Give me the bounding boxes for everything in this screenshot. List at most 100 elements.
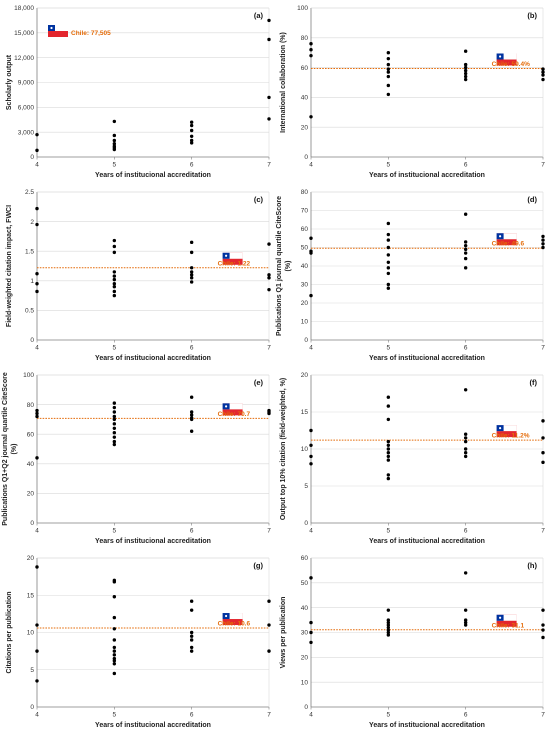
y-tick-label: 40: [301, 605, 309, 612]
data-point: [112, 293, 117, 298]
flag-white-band: [496, 233, 517, 240]
data-point: [386, 221, 391, 226]
data-point: [309, 293, 313, 298]
y-tick-label: 80: [27, 402, 35, 409]
data-point: [112, 250, 117, 255]
x-tick-label: 5: [387, 712, 391, 719]
y-axis-label: Publications Q1 journal quartile CiteSco…: [276, 196, 292, 336]
y-tick-label: 0: [30, 704, 34, 711]
data-point: [386, 623, 391, 627]
chile-flag-icon: [496, 425, 517, 438]
chart-panel-c: 0 0.5 1 1.5 2 2.5 4 5 6 7 Years of institucional a…: [6, 189, 271, 362]
data-point: [112, 627, 117, 631]
chart-panel-g: 0 5 10 15 20 4 5 6 7 Years of institucional accre…: [6, 555, 271, 729]
x-tick-label: 4: [35, 528, 39, 535]
x-tick-label: 6: [190, 345, 194, 352]
data-point: [541, 238, 545, 242]
x-tick-label: 6: [190, 528, 194, 535]
y-axis-label: International collaboration (%): [280, 32, 287, 133]
data-point: [463, 432, 468, 436]
y-axis-label: Views per publication: [280, 597, 287, 669]
data-point: [189, 413, 194, 417]
data-point: [267, 95, 271, 100]
flag-star: [499, 616, 502, 619]
data-point: [463, 256, 468, 261]
data-point: [267, 599, 271, 603]
y-tick-label: 15: [27, 592, 35, 599]
x-axis-label: Years of institucional accreditation: [369, 355, 485, 362]
data-point: [35, 679, 39, 683]
data-point: [463, 623, 468, 627]
data-point: [463, 65, 468, 70]
y-tick-label: 0: [304, 520, 308, 527]
data-point: [189, 128, 194, 133]
data-point: [386, 232, 391, 237]
data-point: [463, 212, 468, 216]
y-tick-label: 18,000: [14, 5, 34, 12]
x-tick-label: 7: [541, 528, 545, 535]
y-tick-label: 9,000: [18, 80, 35, 87]
data-point: [35, 289, 39, 294]
data-point: [189, 630, 194, 635]
data-point: [112, 238, 117, 243]
y-tick-label: 10: [27, 630, 35, 637]
data-point: [463, 439, 468, 444]
data-point: [112, 119, 117, 124]
y-tick-label: 40: [301, 263, 309, 270]
y-tick-label: 20: [301, 124, 309, 131]
y-tick-label: 60: [301, 226, 309, 233]
data-point: [112, 410, 117, 414]
data-point: [35, 456, 39, 460]
chart-panel-b: 0 20 40 60 80 100 4 5 6 7 Years of institucional a…: [280, 5, 545, 179]
y-tick-label: 20: [27, 491, 35, 498]
data-point: [309, 48, 313, 52]
flag-star: [225, 614, 228, 618]
data-point: [463, 451, 468, 455]
chart-panel-d: 0 10 20 30 40 50 60 70 80 4 5 6 7 Years of institucio…: [276, 189, 545, 362]
data-point: [112, 662, 117, 666]
y-tick-label: 5: [30, 667, 34, 674]
data-point: [189, 429, 194, 433]
data-point: [112, 414, 117, 419]
data-point: [112, 401, 117, 405]
data-point: [267, 623, 271, 627]
data-point: [386, 286, 391, 290]
data-point: [309, 428, 313, 433]
data-point: [112, 277, 117, 282]
data-point: [309, 115, 313, 119]
flag-star: [499, 427, 502, 430]
data-point: [112, 435, 117, 439]
data-point: [189, 599, 194, 603]
data-point: [189, 123, 194, 128]
flag-white-band: [222, 252, 243, 259]
data-point: [35, 206, 39, 211]
y-tick-label: 2.5: [25, 189, 34, 196]
data-point: [35, 649, 39, 653]
flag-white-band: [496, 614, 517, 621]
x-axis-label: Years of institucional accreditation: [95, 538, 211, 545]
data-point: [309, 462, 313, 466]
panel-label: (d): [527, 195, 537, 204]
data-point: [112, 133, 117, 138]
data-point: [189, 395, 194, 399]
data-point: [463, 74, 468, 79]
data-point: [463, 243, 468, 248]
data-point: [386, 70, 391, 74]
data-point: [386, 417, 391, 422]
data-point: [112, 147, 117, 152]
data-point: [189, 417, 194, 422]
data-point: [112, 289, 117, 294]
data-point: [189, 134, 194, 139]
data-point: [541, 242, 545, 246]
y-tick-label: 3,000: [18, 129, 35, 136]
y-tick-label: 1.5: [25, 248, 34, 255]
data-point: [112, 659, 117, 663]
y-tick-label: 10: [301, 679, 309, 686]
data-point: [541, 623, 545, 627]
data-point: [463, 436, 468, 440]
x-tick-label: 4: [309, 712, 313, 719]
data-point: [112, 431, 117, 435]
x-axis-label: Years of institucional accreditation: [95, 172, 211, 179]
x-tick-label: 5: [387, 345, 391, 352]
